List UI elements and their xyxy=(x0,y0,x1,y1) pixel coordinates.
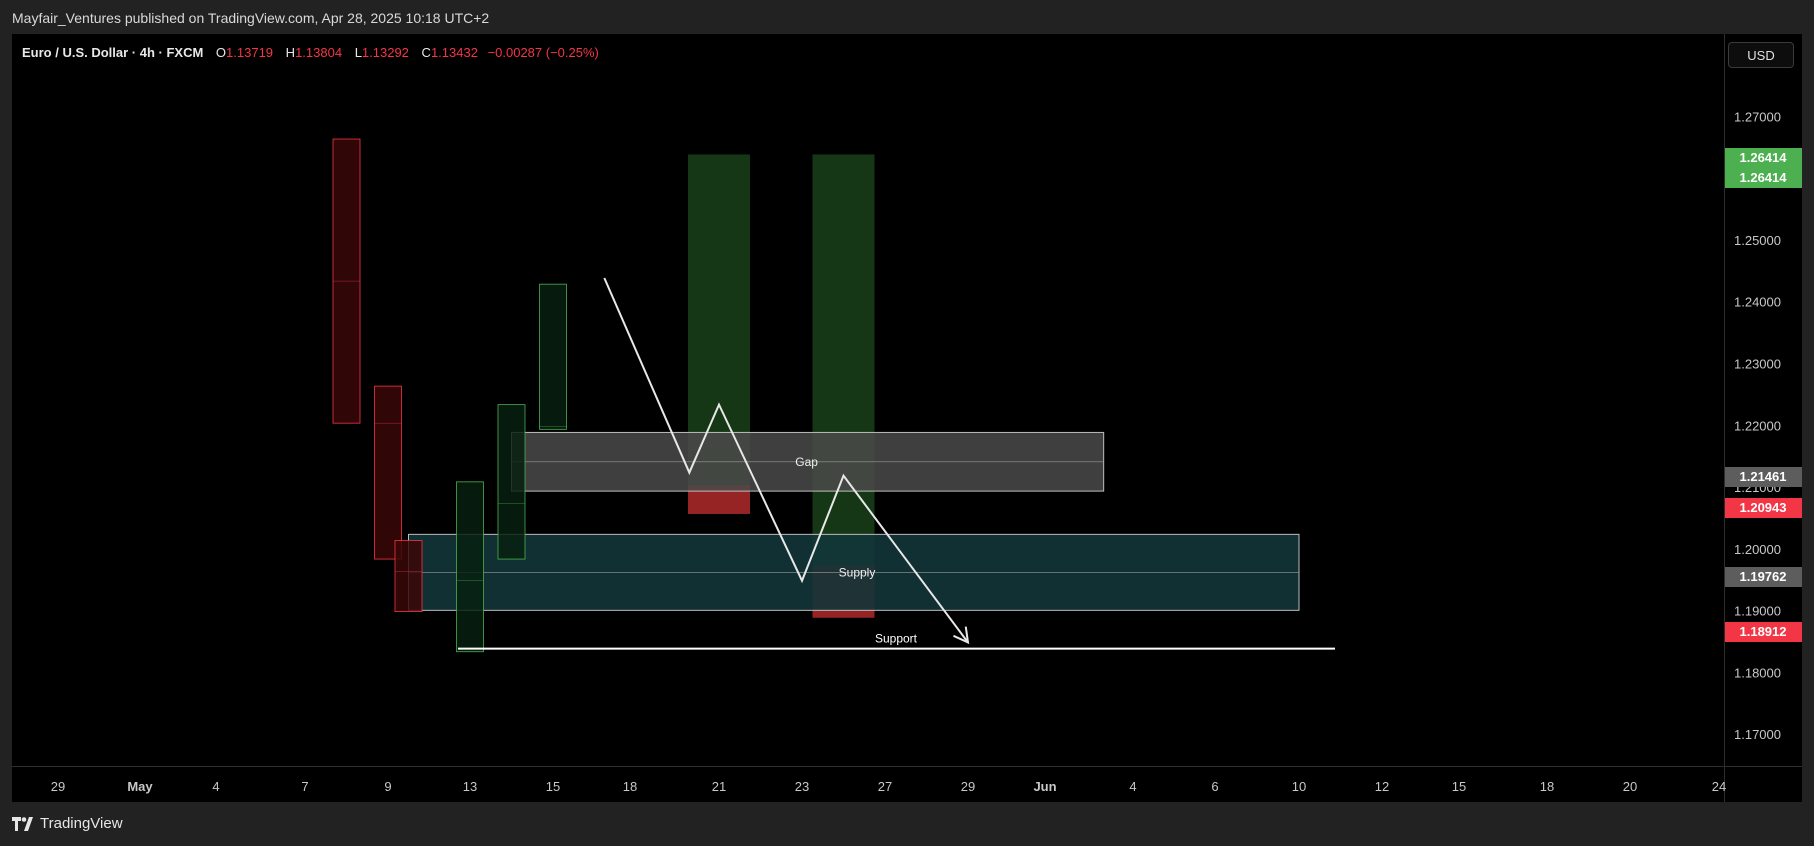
close-value: 1.13432 xyxy=(430,45,478,60)
price-tick-label: 1.20000 xyxy=(1734,542,1781,557)
price-badge xyxy=(1725,622,1802,642)
time-tick-label: 27 xyxy=(878,779,892,794)
time-tick-label: 29 xyxy=(51,779,65,794)
open-label: O xyxy=(215,45,227,60)
candle-2 xyxy=(374,385,402,560)
time-tick-label: 15 xyxy=(1452,779,1466,794)
price-badge-label: 1.20943 xyxy=(1740,500,1787,515)
price-badge xyxy=(1725,168,1802,188)
tradingview-logo[interactable]: TradingView xyxy=(12,815,123,832)
price-tick-label: 1.24000 xyxy=(1734,295,1781,310)
time-tick-label: 15 xyxy=(546,779,560,794)
price-tick-label: 1.27000 xyxy=(1734,109,1781,124)
time-tick-label: 13 xyxy=(463,779,477,794)
open-value: 1.13719 xyxy=(226,45,274,60)
high-value: 1.13804 xyxy=(295,45,343,60)
price-tick-label: 1.22000 xyxy=(1734,418,1781,433)
change-value: −0.00287 (−0.25%) xyxy=(487,45,599,60)
price-badge-label: 1.26414 xyxy=(1740,150,1788,165)
time-tick-label: 29 xyxy=(961,779,975,794)
time-tick-label: 6 xyxy=(1211,779,1218,794)
time-tick-label: 24 xyxy=(1712,779,1726,794)
price-badge-label: 1.21461 xyxy=(1740,469,1787,484)
time-tick-label: 4 xyxy=(1129,779,1136,794)
time-tick-label: 7 xyxy=(301,779,308,794)
time-tick-label: 10 xyxy=(1292,779,1306,794)
time-tick-label: 23 xyxy=(795,779,809,794)
time-tick-label: 20 xyxy=(1623,779,1637,794)
close-label: C xyxy=(421,45,431,60)
price-tick-label: 1.19000 xyxy=(1734,604,1781,619)
price-badge xyxy=(1725,148,1802,168)
candle-3 xyxy=(394,540,423,612)
gap-label: Gap xyxy=(795,455,818,469)
price-tick-label: 1.25000 xyxy=(1734,233,1781,248)
price-badge-label: 1.19762 xyxy=(1740,569,1787,584)
time-tick-label: 21 xyxy=(712,779,726,794)
price-badge xyxy=(1725,467,1802,487)
symbol-name: Euro / U.S. Dollar · 4h · FXCM xyxy=(22,45,204,60)
time-tick-label: 9 xyxy=(384,779,391,794)
time-tick-label: Jun xyxy=(1033,779,1056,794)
low-label: L xyxy=(354,45,362,60)
support-label: Support xyxy=(875,632,918,646)
price-badge-label: 1.26414 xyxy=(1740,170,1788,185)
currency-button[interactable]: USD xyxy=(1728,42,1794,68)
price-tick-label: 1.23000 xyxy=(1734,356,1781,371)
tradingview-icon xyxy=(12,816,33,831)
projection-arrowhead xyxy=(953,626,970,645)
time-tick-label: 18 xyxy=(623,779,637,794)
position-profit-zone xyxy=(688,154,750,485)
time-tick-label: 4 xyxy=(212,779,219,794)
time-tick-label: 12 xyxy=(1375,779,1389,794)
price-badge-label: 1.18912 xyxy=(1740,624,1787,639)
low-value: 1.13292 xyxy=(361,45,409,60)
candle-6 xyxy=(539,283,567,430)
candle-4 xyxy=(456,481,484,653)
time-tick-label: May xyxy=(127,779,153,794)
position-profit-zone xyxy=(812,154,875,566)
brand-name: TradingView xyxy=(40,815,123,832)
price-badge xyxy=(1725,498,1802,518)
publisher-info: Mayfair_Ventures published on TradingVie… xyxy=(12,10,490,26)
candle-5 xyxy=(497,404,526,560)
price-tick-label: 1.18000 xyxy=(1734,665,1781,680)
price-tick-label: 1.17000 xyxy=(1734,727,1781,742)
projection-path xyxy=(603,277,969,644)
supply-label: Supply xyxy=(839,565,876,579)
symbol-legend[interactable]: Euro / U.S. Dollar · 4h · FXCM O1.13719 … xyxy=(22,45,599,60)
high-label: H xyxy=(285,45,296,60)
price-badge xyxy=(1725,567,1802,587)
time-tick-label: 18 xyxy=(1540,779,1554,794)
